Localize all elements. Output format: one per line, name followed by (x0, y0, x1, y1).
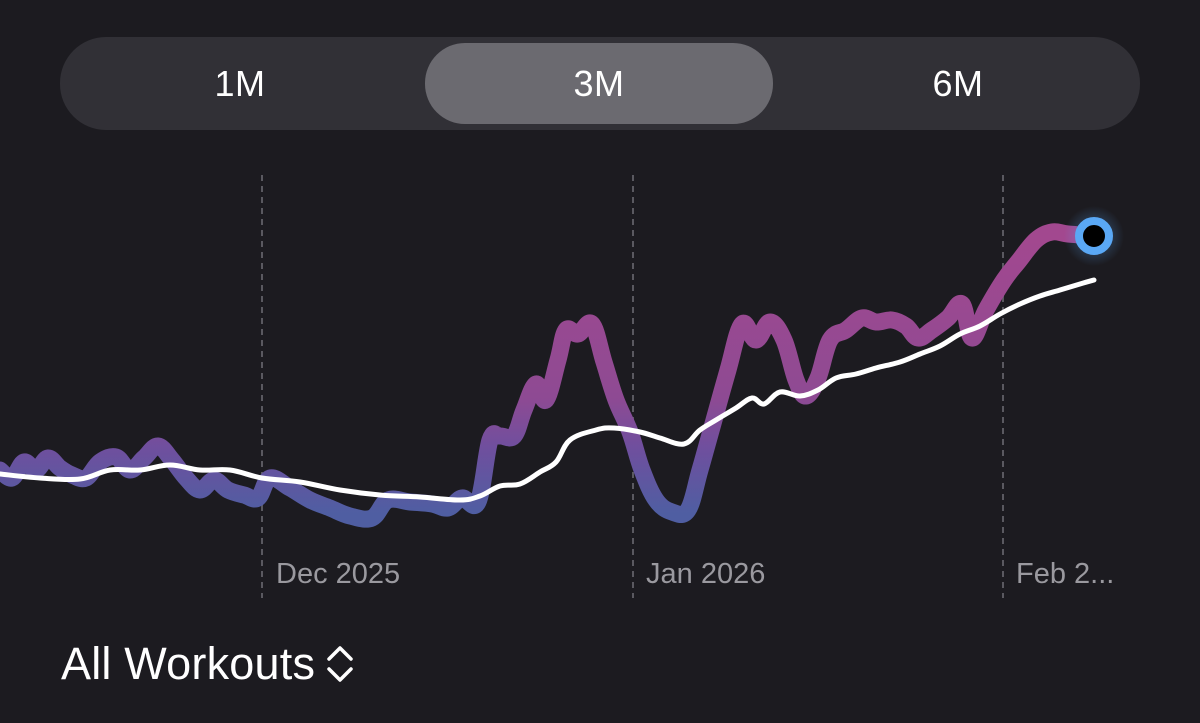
chevron-up-down-icon (325, 642, 355, 686)
time-range-segmented-control: 1M 3M 6M (60, 37, 1140, 130)
x-axis-label-feb-2026: Feb 2... (1016, 558, 1115, 590)
average-trend-line (0, 277, 1097, 503)
segment-6m[interactable]: 6M (932, 62, 984, 104)
segment-3m[interactable]: 3M (425, 43, 773, 124)
workout-type-picker[interactable]: All Workouts (61, 638, 355, 690)
workout-type-label: All Workouts (61, 638, 316, 689)
segment-1m[interactable]: 1M (214, 62, 266, 104)
x-axis-label-dec-2025: Dec 2025 (276, 558, 401, 590)
x-axis-label-jan-2026: Jan 2026 (646, 558, 766, 590)
current-value-marker[interactable] (1064, 206, 1124, 266)
month-gridlines (261, 175, 1004, 598)
daily-value-line (0, 223, 1103, 528)
